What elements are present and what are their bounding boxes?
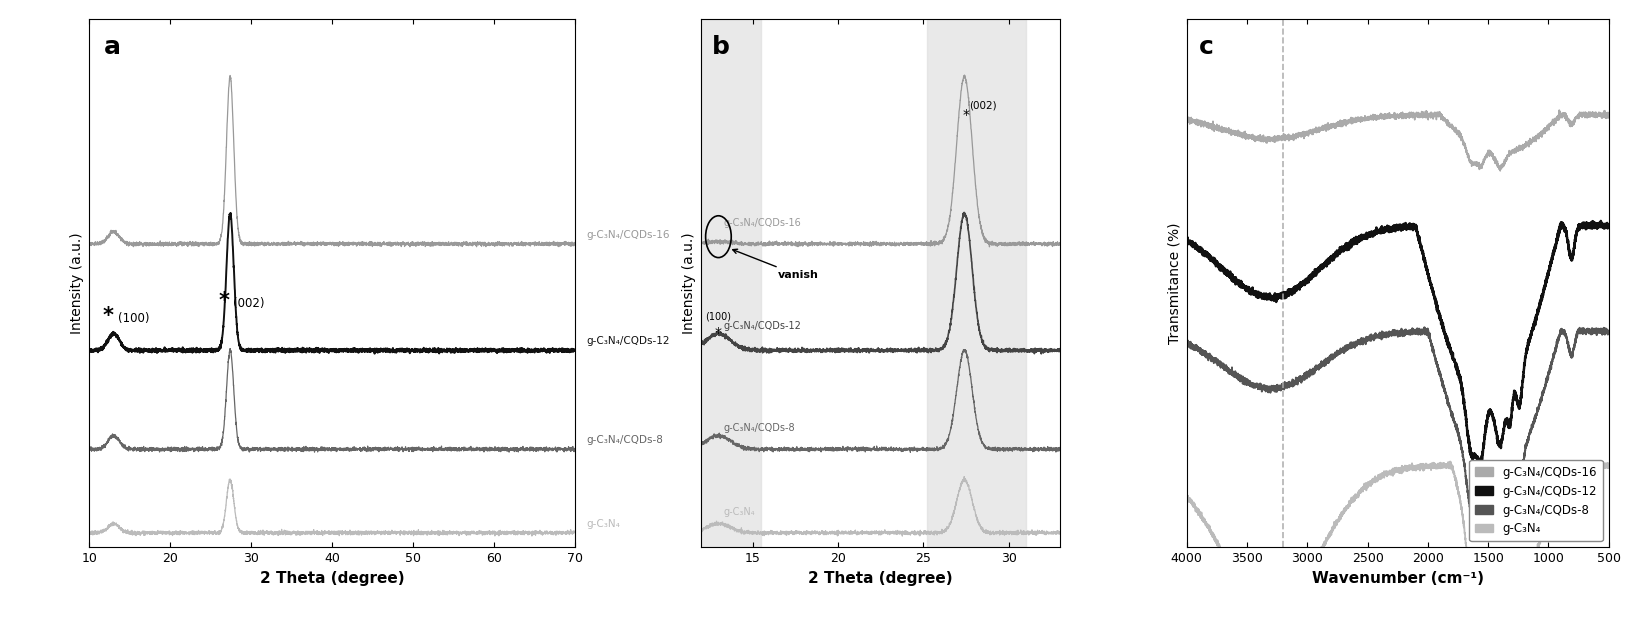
Text: g-C₃N₄/CQDs-8: g-C₃N₄/CQDs-8 (587, 435, 663, 445)
Text: c: c (1199, 35, 1214, 58)
Text: (002): (002) (970, 101, 998, 111)
Text: a: a (104, 35, 120, 58)
X-axis label: Wavenumber (cm⁻¹): Wavenumber (cm⁻¹) (1311, 571, 1484, 586)
Y-axis label: Intensity (a.u.): Intensity (a.u.) (682, 232, 696, 334)
Y-axis label: Intensity (a.u.): Intensity (a.u.) (70, 232, 84, 334)
Text: g-C₃N₄/CQDs-12: g-C₃N₄/CQDs-12 (587, 337, 671, 346)
Text: b: b (712, 35, 730, 58)
Text: (002): (002) (234, 297, 265, 309)
Text: *: * (962, 108, 970, 121)
Bar (702, 19, 760, 547)
Text: *: * (219, 291, 231, 311)
Text: (100): (100) (705, 311, 731, 321)
Text: g-C₃N₄: g-C₃N₄ (587, 519, 621, 528)
Text: (100): (100) (117, 312, 150, 325)
Legend: g-C₃N₄/CQDs-16, g-C₃N₄/CQDs-12, g-C₃N₄/CQDs-8, g-C₃N₄: g-C₃N₄/CQDs-16, g-C₃N₄/CQDs-12, g-C₃N₄/C… (1469, 460, 1602, 542)
Text: vanish: vanish (733, 249, 819, 281)
Y-axis label: Transmitance (%): Transmitance (%) (1167, 222, 1181, 344)
Text: g-C₃N₄: g-C₃N₄ (723, 507, 756, 517)
Text: g-C₃N₄/CQDs-16: g-C₃N₄/CQDs-16 (587, 230, 671, 240)
Bar (926, 19, 1025, 547)
Text: g-C₃N₄/CQDs-16: g-C₃N₄/CQDs-16 (723, 218, 801, 228)
X-axis label: 2 Theta (degree): 2 Theta (degree) (808, 571, 952, 586)
X-axis label: 2 Theta (degree): 2 Theta (degree) (260, 571, 405, 586)
Text: g-C₃N₄/CQDs-8: g-C₃N₄/CQDs-8 (723, 423, 795, 433)
Text: *: * (713, 326, 722, 340)
Text: g-C₃N₄/CQDs-12: g-C₃N₄/CQDs-12 (723, 321, 801, 331)
Text: *: * (102, 306, 114, 326)
